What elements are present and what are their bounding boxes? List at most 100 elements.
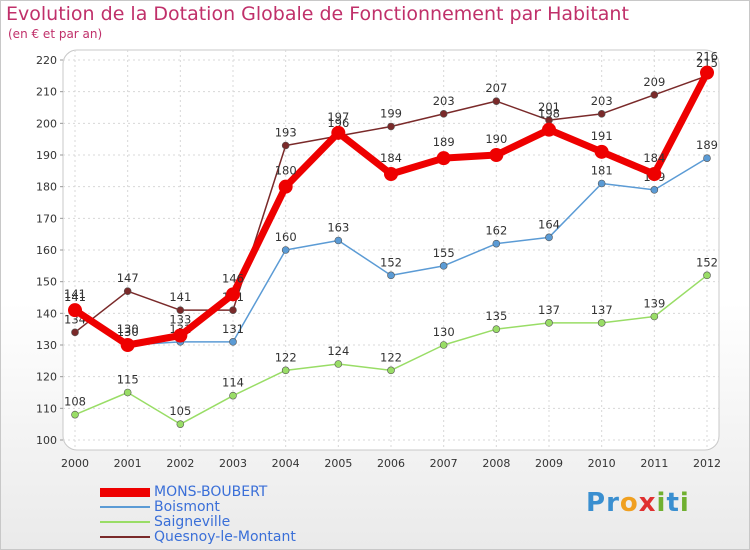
legend-swatch — [100, 536, 150, 538]
data-point-boismont — [703, 154, 711, 162]
data-label-quesnoy-le-montant: 147 — [117, 271, 139, 285]
data-point-boismont — [387, 271, 395, 280]
data-label-quesnoy-le-montant: 193 — [275, 126, 297, 140]
data-label-boismont: 181 — [591, 164, 613, 178]
data-label-boismont: 160 — [275, 230, 297, 244]
data-point-quesnoy-le-montant — [387, 122, 395, 131]
data-label-mons-boubert: 130 — [117, 322, 139, 336]
chart-subtitle: (en € et par an) — [8, 27, 103, 41]
data-label-saigneville: 137 — [538, 303, 560, 317]
legend-label: Boismont — [154, 499, 220, 515]
data-point-quesnoy-le-montant — [281, 141, 290, 150]
data-label-saigneville: 108 — [64, 395, 86, 409]
data-label-boismont: 162 — [485, 224, 507, 238]
data-point-mons-boubert — [647, 167, 662, 181]
x-tick-label: 2003 — [219, 457, 247, 470]
data-point-mons-boubert — [436, 151, 451, 166]
data-point-mons-boubert — [331, 125, 346, 140]
data-point-saigneville — [650, 312, 659, 321]
y-tick-label: 180 — [36, 181, 57, 194]
data-point-saigneville — [703, 271, 711, 280]
legend-item-saigneville: Saigneville — [100, 514, 230, 530]
y-tick-label: 100 — [36, 434, 57, 447]
data-point-saigneville — [229, 391, 237, 400]
data-point-saigneville — [387, 366, 395, 375]
y-tick-label: 130 — [36, 339, 57, 352]
legend-item-boismont: Boismont — [100, 499, 220, 515]
logo-letter: i — [679, 488, 690, 518]
data-label-mons-boubert: 133 — [169, 313, 191, 327]
legend-label: Quesnoy-le-Montant — [154, 529, 296, 545]
data-label-quesnoy-le-montant: 203 — [591, 94, 613, 108]
logo-letter: t — [666, 488, 680, 518]
data-label-boismont: 152 — [380, 255, 402, 269]
data-label-saigneville: 130 — [433, 325, 455, 339]
x-tick-label: 2002 — [166, 457, 194, 470]
data-point-boismont — [334, 236, 343, 245]
legend-item-mons-boubert: MONS-BOUBERT — [100, 484, 267, 500]
data-point-saigneville — [492, 325, 501, 333]
y-tick-label: 140 — [36, 307, 57, 320]
legend-swatch — [100, 506, 150, 508]
data-label-boismont: 130 — [117, 325, 139, 339]
data-point-mons-boubert — [173, 328, 188, 343]
data-label-saigneville: 135 — [485, 309, 507, 323]
y-tick-label: 160 — [36, 244, 57, 257]
data-point-quesnoy-le-montant — [650, 91, 659, 99]
data-point-mons-boubert — [542, 122, 556, 137]
data-label-quesnoy-le-montant: 196 — [327, 116, 349, 130]
legend-label: MONS-BOUBERT — [154, 484, 268, 500]
legend-swatch — [100, 521, 150, 523]
data-label-quesnoy-le-montant: 203 — [433, 94, 455, 108]
x-tick-label: 2010 — [588, 457, 616, 470]
data-label-quesnoy-le-montant: 215 — [696, 56, 718, 70]
x-tick-label: 2005 — [324, 457, 352, 470]
data-label-mons-boubert: 180 — [275, 164, 297, 178]
data-label-saigneville: 122 — [380, 350, 402, 364]
data-point-saigneville — [123, 388, 132, 397]
data-point-quesnoy-le-montant — [597, 110, 606, 118]
data-point-saigneville — [439, 341, 448, 349]
y-tick-label: 190 — [36, 149, 57, 162]
data-point-saigneville — [545, 319, 553, 327]
data-label-quesnoy-le-montant: 201 — [538, 100, 560, 114]
x-tick-label: 2008 — [482, 457, 510, 470]
logo-letter: i — [656, 488, 667, 518]
data-label-saigneville: 105 — [169, 404, 191, 418]
data-label-mons-boubert: 190 — [485, 132, 507, 146]
data-point-mons-boubert — [120, 338, 135, 352]
data-label-saigneville: 114 — [222, 376, 244, 390]
data-label-boismont: 141 — [64, 290, 86, 304]
y-tick-label: 150 — [36, 276, 57, 289]
data-point-mons-boubert — [278, 179, 293, 194]
data-label-boismont: 164 — [538, 217, 560, 231]
data-point-quesnoy-le-montant — [176, 306, 185, 314]
data-label-saigneville: 137 — [591, 303, 613, 317]
data-point-boismont — [439, 262, 448, 270]
y-tick-label: 120 — [36, 371, 57, 384]
legend-swatch — [100, 487, 150, 497]
x-tick-label: 2001 — [114, 457, 142, 470]
data-point-saigneville — [71, 410, 79, 419]
data-label-mons-boubert: 184 — [643, 151, 665, 165]
x-tick-label: 2007 — [430, 457, 458, 470]
x-tick-label: 2009 — [535, 457, 563, 470]
y-tick-label: 110 — [36, 402, 57, 415]
data-point-mons-boubert — [68, 303, 82, 318]
legend-item-quesnoy-le-montant: Quesnoy-le-Montant — [100, 529, 296, 545]
y-tick-label: 200 — [36, 117, 57, 130]
logo-letter: P — [586, 488, 607, 518]
data-label-boismont: 155 — [433, 246, 455, 260]
x-tick-label: 2004 — [272, 457, 300, 470]
data-point-saigneville — [176, 420, 185, 428]
proxiti-logo: Proxiti — [586, 488, 690, 518]
data-point-boismont — [229, 338, 237, 346]
data-point-saigneville — [597, 319, 606, 327]
data-label-mons-boubert: 216 — [696, 50, 718, 64]
data-point-quesnoy-le-montant — [71, 328, 79, 337]
data-point-saigneville — [334, 360, 343, 368]
data-point-mons-boubert — [700, 65, 714, 80]
data-label-mons-boubert: 184 — [380, 151, 402, 165]
data-point-boismont — [597, 179, 606, 188]
data-label-boismont: 189 — [696, 138, 718, 152]
